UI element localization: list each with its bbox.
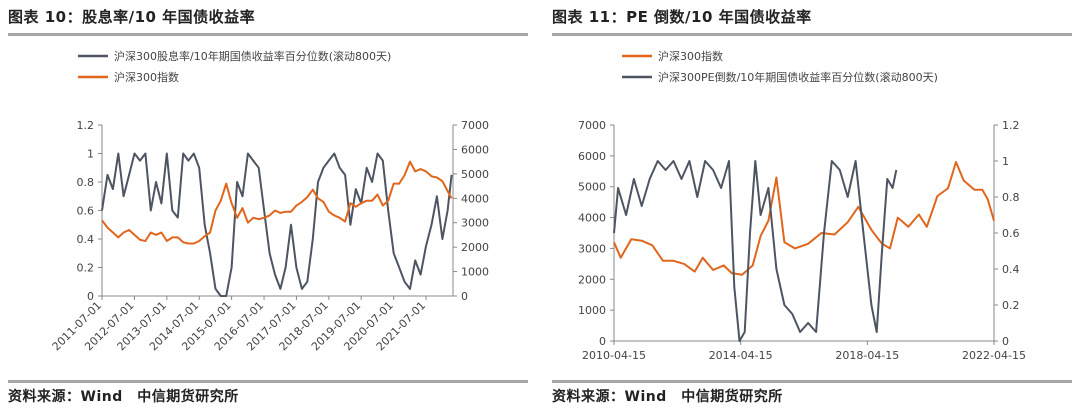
y-left-tick-label: 7000 <box>578 119 606 132</box>
figure-10-bottom-rule <box>8 380 528 383</box>
y-right-tick-label: 0 <box>461 290 468 303</box>
y-left-tick-label: 1 <box>87 148 94 161</box>
y-left-tick-label: 2000 <box>578 273 606 286</box>
series-line-1 <box>613 160 898 342</box>
y-left-tick-label: 4000 <box>578 212 606 225</box>
x-tick-label: 2014-04-15 <box>709 349 773 362</box>
legend-label-0: 沪深300股息率/10年期国债收益率百分位数(滚动800天) <box>114 49 391 63</box>
y-right-tick-label: 1 <box>1002 155 1009 168</box>
series-line-1 <box>101 160 453 245</box>
series-line-0 <box>101 152 453 297</box>
y-right-tick-label: 5000 <box>461 168 489 181</box>
figure-10-chart: 沪深300股息率/10年期国债收益率百分位数(滚动800天) 沪深300指数 0 0.… <box>50 49 489 353</box>
figure-11-title: 图表 11：PE 倒数/10 年国债收益率 <box>552 8 812 26</box>
figure-11-source: 资料来源：Wind 中信期货研究所 <box>552 389 783 405</box>
figure-10-top-rule <box>8 33 528 36</box>
y-left-tick-label: 0.2 <box>77 262 95 275</box>
y-right-tick-label: 7000 <box>461 119 489 132</box>
y-right-tick-label: 0.4 <box>1002 263 1020 276</box>
series-line-0 <box>613 161 995 276</box>
y-right-tick-label: 0.8 <box>1002 191 1020 204</box>
x-tick-label: 2022-04-15 <box>962 349 1026 362</box>
y-left-tick-label: 1.2 <box>77 119 95 132</box>
y-left-tick-label: 5000 <box>578 181 606 194</box>
y-left-tick-label: 0.6 <box>77 205 95 218</box>
y-left-tick-label: 0.8 <box>77 176 95 189</box>
figure-11-bottom-rule <box>552 380 1072 383</box>
y-right-tick-label: 1000 <box>461 266 489 279</box>
legend-label-0: 沪深300指数 <box>658 49 723 63</box>
y-right-tick-label: 0.2 <box>1002 299 1020 312</box>
y-right-tick-label: 3000 <box>461 217 489 230</box>
y-left-tick-label: 0 <box>87 290 94 303</box>
figure-11-top-rule <box>552 33 1072 36</box>
figure-10-title: 图表 10：股息率/10 年国债收益率 <box>8 8 256 26</box>
y-left-tick-label: 6000 <box>578 150 606 163</box>
figure-10-panel: 图表 10：股息率/10 年国债收益率 沪深300股息率/10年期国债收益率百分… <box>8 0 538 410</box>
y-right-tick-label: 2000 <box>461 241 489 254</box>
y-right-tick-label: 4000 <box>461 192 489 205</box>
y-right-tick-label: 0 <box>1002 335 1009 348</box>
legend-label-1: 沪深300PE倒数/10年期国债收益率百分位数(滚动800天) <box>658 70 938 84</box>
y-left-tick-label: 0.4 <box>77 233 95 246</box>
x-tick-label: 2010-04-15 <box>582 349 646 362</box>
y-left-tick-label: 0 <box>599 335 606 348</box>
legend-label-1: 沪深300指数 <box>114 70 179 84</box>
figure-11-panel: 图表 11：PE 倒数/10 年国债收益率 沪深300指数沪深300PE倒数/1… <box>552 0 1080 410</box>
y-right-tick-label: 6000 <box>461 143 489 156</box>
y-right-tick-label: 0.6 <box>1002 227 1020 240</box>
y-left-tick-label: 1000 <box>578 304 606 317</box>
y-right-tick-label: 1.2 <box>1002 119 1020 132</box>
figure-10-source: 资料来源：Wind 中信期货研究所 <box>8 389 239 405</box>
y-left-tick-label: 3000 <box>578 242 606 255</box>
x-tick-label: 2018-04-15 <box>835 349 899 362</box>
